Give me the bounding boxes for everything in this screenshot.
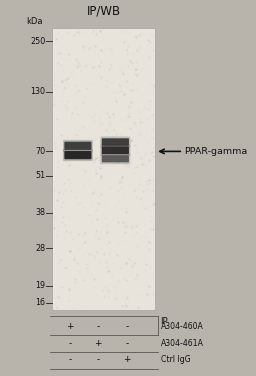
Text: +: + — [94, 339, 102, 348]
FancyBboxPatch shape — [102, 138, 129, 146]
Text: 130: 130 — [30, 87, 45, 96]
Text: 250: 250 — [30, 37, 45, 46]
Text: 70: 70 — [35, 147, 45, 156]
Text: +: + — [66, 322, 73, 331]
Text: 28: 28 — [35, 244, 45, 253]
Text: -: - — [68, 339, 71, 348]
FancyBboxPatch shape — [102, 155, 129, 162]
FancyBboxPatch shape — [64, 151, 91, 159]
Text: A304-461A: A304-461A — [161, 339, 204, 348]
FancyBboxPatch shape — [63, 140, 93, 152]
Text: -: - — [96, 322, 99, 331]
Text: PPAR-gamma: PPAR-gamma — [184, 147, 248, 156]
Text: IP/WB: IP/WB — [87, 4, 121, 17]
Text: +: + — [123, 355, 131, 364]
Text: 38: 38 — [35, 208, 45, 217]
Text: -: - — [96, 355, 99, 364]
Text: 19: 19 — [35, 281, 45, 290]
Text: kDa: kDa — [26, 17, 43, 26]
Text: IP: IP — [161, 317, 168, 326]
Text: Ctrl IgG: Ctrl IgG — [161, 355, 191, 364]
Text: -: - — [125, 339, 129, 348]
FancyBboxPatch shape — [64, 142, 91, 150]
Text: 16: 16 — [35, 298, 45, 307]
FancyBboxPatch shape — [100, 153, 130, 164]
Text: -: - — [125, 322, 129, 331]
FancyBboxPatch shape — [52, 28, 155, 310]
FancyBboxPatch shape — [102, 146, 129, 154]
FancyBboxPatch shape — [100, 136, 130, 148]
Text: 51: 51 — [35, 171, 45, 180]
FancyBboxPatch shape — [100, 144, 130, 156]
Text: -: - — [68, 355, 71, 364]
FancyBboxPatch shape — [63, 149, 93, 161]
Text: A304-460A: A304-460A — [161, 322, 204, 331]
